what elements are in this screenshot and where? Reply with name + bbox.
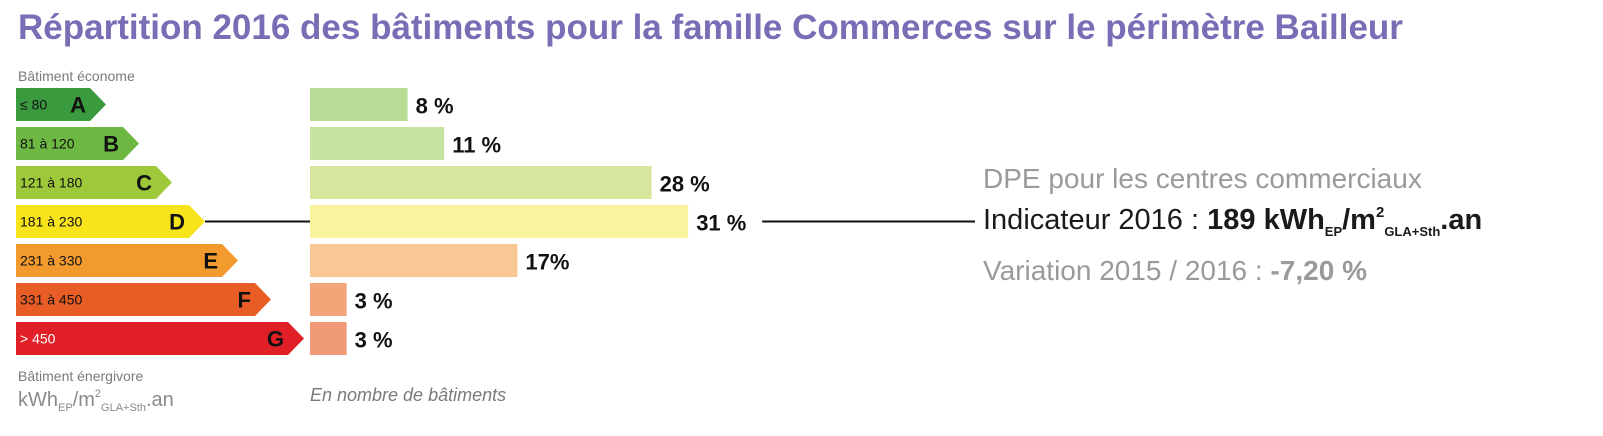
value-label-b: 11 % — [452, 133, 501, 158]
bar-g — [310, 322, 347, 355]
scale-top-label: Bâtiment économe — [18, 68, 135, 84]
unit-mid: /m — [72, 389, 95, 411]
class-letter-e: E — [203, 249, 218, 274]
class-arrow-c — [16, 166, 172, 199]
scale-bottom-label: Bâtiment énergivore — [18, 368, 144, 384]
unit-tail: .an — [145, 389, 174, 411]
bar-f — [310, 283, 347, 316]
unit-sub1: EP — [58, 402, 73, 414]
info-indicator: Indicateur 2016 : 189 kWhEP/m2 GLA+Sth.an — [983, 204, 1482, 239]
value-label-d: 31 % — [696, 211, 746, 236]
class-arrow-a — [16, 88, 106, 121]
indicator-label: Indicateur 2016 : — [983, 204, 1200, 236]
class-range-g: > 450 — [20, 331, 56, 347]
bar-c — [310, 166, 652, 199]
unit-sub2: GLA+Sth — [101, 402, 146, 414]
value-label-e: 17% — [525, 250, 569, 275]
bar-a — [310, 88, 408, 121]
class-arrow-b — [16, 127, 139, 160]
bar-d — [310, 205, 689, 238]
class-range-d: 181 à 230 — [20, 214, 82, 230]
info-variation: Variation 2015 / 2016 : -7,20 % — [983, 255, 1367, 287]
indicator-unit-sub2: GLA+Sth — [1384, 224, 1441, 239]
class-letter-b: B — [103, 132, 119, 157]
info-label: DPE pour les centres commerciaux — [983, 163, 1422, 194]
class-range-b: 81 à 120 — [20, 136, 75, 152]
class-arrow-f — [16, 283, 271, 316]
class-letter-d: D — [169, 210, 185, 235]
indicator-unit-sup: 2 — [1375, 204, 1385, 221]
class-range-e: 231 à 330 — [20, 253, 82, 269]
variation-label: Variation 2015 / 2016 : — [983, 255, 1263, 286]
class-range-a: ≤ 80 — [20, 97, 47, 113]
value-label-f: 3 % — [355, 289, 393, 314]
class-range-f: 331 à 450 — [20, 292, 82, 308]
class-letter-a: A — [70, 93, 86, 118]
value-label-g: 3 % — [355, 328, 393, 353]
class-letter-c: C — [136, 171, 152, 196]
chart-title: Répartition 2016 des bâtiments pour la f… — [18, 8, 1403, 47]
value-label-a: 8 % — [416, 94, 454, 119]
class-range-c: 121 à 180 — [20, 175, 82, 191]
class-arrow-d — [16, 205, 205, 238]
variation-value: -7,20 % — [1270, 255, 1367, 286]
indicator-value: 189 — [1207, 204, 1256, 236]
indicator-unit-tail: .an — [1440, 204, 1483, 236]
class-arrow-e — [16, 244, 238, 277]
unit-sup: 2 — [94, 388, 102, 400]
bar-e — [310, 244, 518, 277]
value-label-c: 28 % — [660, 172, 710, 197]
class-arrow-g — [16, 322, 304, 355]
chart-caption: En nombre de bâtiments — [310, 385, 507, 405]
class-letter-f: F — [238, 288, 251, 313]
scale-unit: kWhEP/m2 GLA+Sth.an — [18, 388, 174, 414]
indicator-unit-sub1: EP — [1324, 224, 1343, 239]
indicator-unit-base: kWh — [1263, 204, 1325, 236]
unit-base: kWh — [18, 389, 58, 411]
class-letter-g: G — [267, 327, 284, 352]
indicator-unit-mid: /m — [1342, 204, 1376, 236]
bar-b — [310, 127, 445, 160]
